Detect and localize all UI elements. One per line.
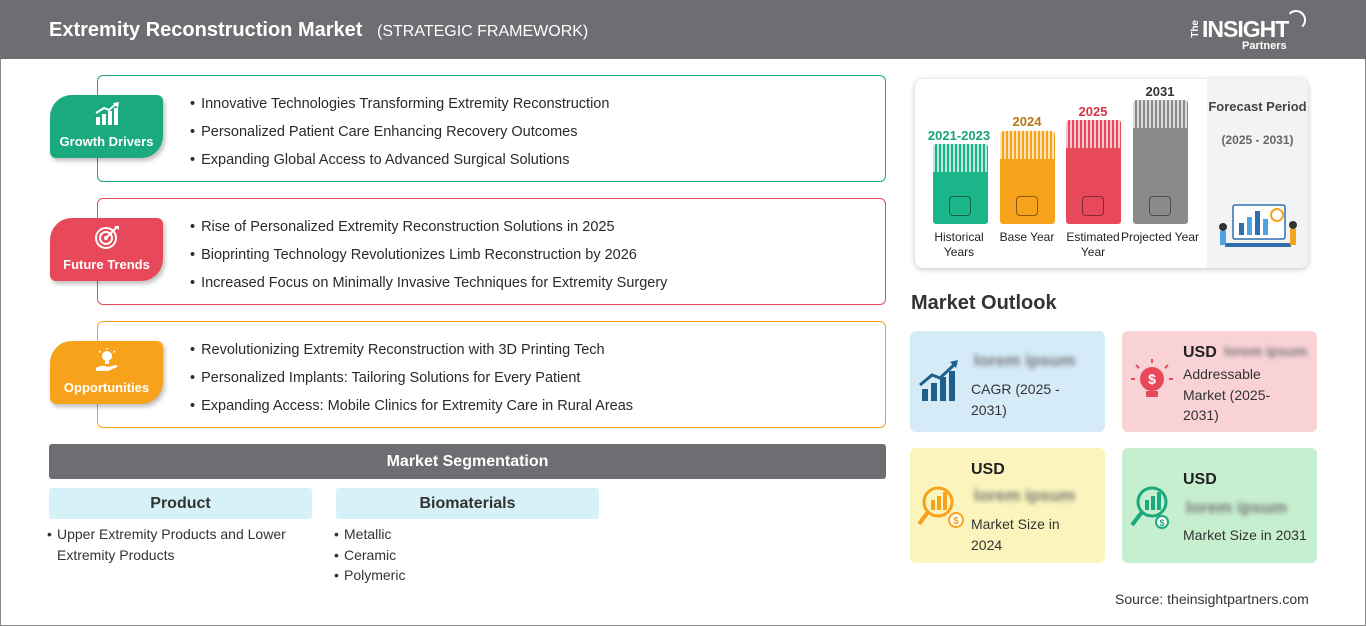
size-2024-value-blurred: lorem ipsum xyxy=(974,486,1076,505)
addressable-value-blurred: lorem ipsum xyxy=(1224,343,1308,359)
growth-drivers-list: Innovative Technologies Transforming Ext… xyxy=(190,94,609,178)
frame-left-border xyxy=(0,59,1,626)
growth-drivers-box: Innovative Technologies Transforming Ext… xyxy=(97,75,886,182)
addressable-label: Addressable Market (2025-2031) xyxy=(1183,366,1271,423)
svg-text:$: $ xyxy=(1159,518,1164,528)
cagr-label: CAGR (2025 - 2031) xyxy=(971,381,1060,418)
segment-header-product: Product xyxy=(49,488,312,519)
product-segment-list: Upper Extremity Products and Lower Extre… xyxy=(47,524,307,565)
page-subtitle: (STRATEGIC FRAMEWORK) xyxy=(377,23,589,40)
list-item: Rise of Personalized Extremity Reconstru… xyxy=(190,217,667,245)
year-label-estimated: 2025 xyxy=(1078,104,1108,119)
list-item: Personalized Patient Care Enhancing Reco… xyxy=(190,122,609,150)
caption-base: Base Year xyxy=(999,230,1055,244)
caption-historical: Historical Years xyxy=(934,230,984,259)
bar-stripes xyxy=(1066,120,1121,148)
addressable-usd: USD xyxy=(1183,344,1217,361)
growth-drivers-label: Growth Drivers xyxy=(59,134,154,149)
calendar-icon xyxy=(1016,196,1038,216)
future-trends-box: Rise of Personalized Extremity Reconstru… xyxy=(97,198,886,305)
header-bar: Extremity Reconstruction Market (STRATEG… xyxy=(0,0,1366,59)
list-item: Increased Focus on Minimally Invasive Te… xyxy=(190,273,667,301)
bar-stripes xyxy=(933,144,988,172)
magnifier-growth-icon: $ xyxy=(1130,486,1169,529)
timeline-panel: 2021-2023 Historical Years 2024 Base Yea… xyxy=(915,79,1308,268)
bar-stripes xyxy=(1133,100,1188,128)
list-item: Expanding Access: Mobile Clinics for Ext… xyxy=(190,396,633,424)
market-outlook-title: Market Outlook xyxy=(911,292,1057,314)
year-label-projected: 2031 xyxy=(1145,84,1175,99)
gears-icon xyxy=(1082,196,1104,216)
logo-insight: INSIGHT xyxy=(1202,16,1289,42)
future-trends-tag: Future Trends xyxy=(50,218,163,281)
growth-chart-icon xyxy=(95,102,119,125)
future-trends-list: Rise of Personalized Extremity Reconstru… xyxy=(190,217,667,301)
cagr-value-blurred: lorem ipsum xyxy=(974,351,1076,370)
lightbulb-hand-icon xyxy=(96,348,118,371)
segment-header-biomaterials: Biomaterials xyxy=(336,488,599,519)
opportunities-label: Opportunities xyxy=(63,380,150,395)
year-label-historical: 2021-2023 xyxy=(927,128,991,143)
future-trends-label: Future Trends xyxy=(63,257,150,272)
size-2024-usd: USD xyxy=(971,461,1005,478)
caption-estimated: Estimated Year xyxy=(1066,230,1120,259)
biomaterials-segment-list: Metallic Ceramic Polymeric xyxy=(334,524,534,586)
size-2031-label: Market Size in 2031 xyxy=(1183,527,1307,543)
bar-historical xyxy=(933,144,988,224)
svg-text:$: $ xyxy=(953,516,959,527)
logo-partners: Partners xyxy=(1242,40,1287,52)
forecast-title: Forecast Period xyxy=(1208,99,1307,114)
list-item: Bioprinting Technology Revolutionizes Li… xyxy=(190,245,667,273)
market-segmentation-bar: Market Segmentation xyxy=(49,444,886,479)
size-2024-label: Market Size in 2024 xyxy=(971,516,1060,553)
size-2031-usd: USD xyxy=(1183,471,1217,488)
magnifier-dollar-icon: $ xyxy=(917,486,964,528)
size-2031-value-blurred: lorem ipsum xyxy=(1186,498,1288,517)
year-label-base: 2024 xyxy=(1012,114,1042,129)
bar-base xyxy=(1000,131,1055,224)
bar-stripes xyxy=(1000,131,1055,159)
logo-arc-icon xyxy=(1286,10,1306,30)
list-item: Polymeric xyxy=(334,565,534,586)
list-item: Innovative Technologies Transforming Ext… xyxy=(190,94,609,122)
growth-drivers-tag: Growth Drivers xyxy=(50,95,163,158)
bar-estimated xyxy=(1066,120,1121,224)
logo-the: The xyxy=(1190,20,1201,38)
page-title: Extremity Reconstruction Market xyxy=(49,19,363,41)
forecast-period-panel: Forecast Period (2025 - 2031) xyxy=(1207,79,1308,268)
list-item: Metallic xyxy=(334,524,534,545)
idea-dollar-icon: $ xyxy=(1131,359,1173,397)
source-note: Source: theinsightpartners.com xyxy=(1115,591,1309,607)
opportunities-list: Revolutionizing Extremity Reconstruction… xyxy=(190,340,633,424)
opportunities-tag: Opportunities xyxy=(50,341,163,404)
list-item: Ceramic xyxy=(334,545,534,566)
target-icon xyxy=(95,226,119,249)
list-item: Revolutionizing Extremity Reconstruction… xyxy=(190,340,633,368)
bar-growth-icon xyxy=(919,360,958,401)
history-icon xyxy=(949,196,971,216)
presentation-icon xyxy=(1149,196,1171,216)
list-item: Personalized Implants: Tailoring Solutio… xyxy=(190,368,633,396)
market-size-2031-card: $ USD lorem ipsum Market Size in 2031 xyxy=(1122,448,1317,563)
forecast-range: (2025 - 2031) xyxy=(1221,133,1294,147)
analytics-illustration-icon xyxy=(1219,204,1297,247)
market-size-2024-card: $ USD lorem ipsum Market Size in 2024 xyxy=(910,448,1105,563)
insight-partners-logo[interactable]: The INSIGHT Partners xyxy=(1190,8,1320,54)
opportunities-box: Revolutionizing Extremity Reconstruction… xyxy=(97,321,886,428)
list-item: Upper Extremity Products and Lower Extre… xyxy=(47,524,307,565)
caption-projected: Projected Year xyxy=(1120,230,1200,244)
svg-text:$: $ xyxy=(1148,371,1156,387)
cagr-card: lorem ipsum CAGR (2025 - 2031) xyxy=(910,331,1105,432)
addressable-market-card: $ USD lorem ipsum Addressable Market (20… xyxy=(1122,331,1317,432)
bar-projected xyxy=(1133,100,1188,224)
list-item: Expanding Global Access to Advanced Surg… xyxy=(190,150,609,178)
